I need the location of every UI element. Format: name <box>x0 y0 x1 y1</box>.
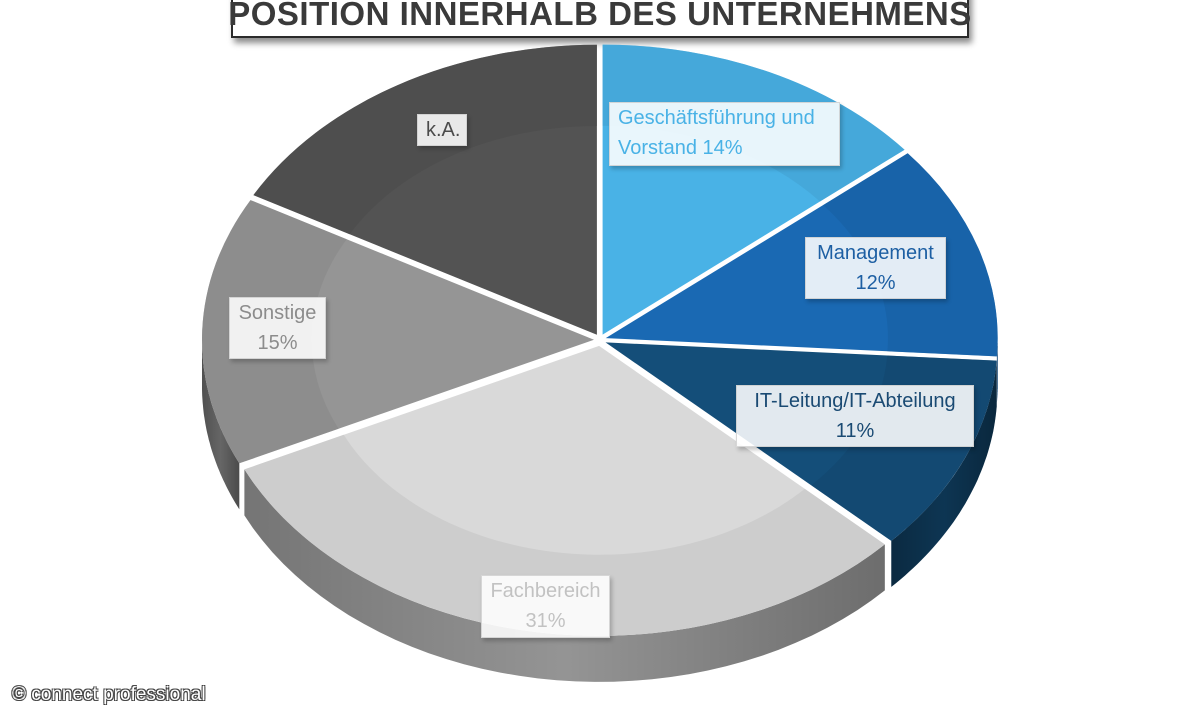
label-geschaeftsfuehrung: Geschäftsführung und Vorstand 14% <box>609 102 840 166</box>
pie-slice-bevel-3 <box>244 434 885 636</box>
pie-side-shade-1 <box>996 338 998 403</box>
pie-side-shade-3 <box>244 469 885 682</box>
copyright-watermark: © connect professional <box>12 684 206 705</box>
label-it-leitung-value: 11% <box>835 420 875 442</box>
label-sonstige-value: 15% <box>257 332 298 354</box>
label-fachbereich-name: Fachbereich <box>490 580 601 602</box>
label-sonstige-name: Sonstige <box>238 302 317 324</box>
label-management-name: Management <box>817 242 934 264</box>
label-ka-name: k.A. <box>426 119 461 141</box>
label-it-leitung: IT-Leitung/IT-Abteilung 11% <box>736 385 974 447</box>
label-ka: k.A. <box>417 114 467 146</box>
label-sonstige: Sonstige 15% <box>229 297 326 359</box>
label-it-leitung-name: IT-Leitung/IT-Abteilung <box>754 390 956 412</box>
label-management-value: 12% <box>855 272 896 294</box>
label-geschaeftsfuehrung-line1: Geschäftsführung und <box>618 107 815 129</box>
chart-title: POSITION INNERHALB DES UNTERNEHMENS <box>228 0 972 32</box>
label-geschaeftsfuehrung-line2: Vorstand 14% <box>618 137 743 159</box>
pie-side-shade-2 <box>891 360 997 587</box>
label-fachbereich-value: 31% <box>525 610 566 632</box>
pie-side-walls <box>202 338 998 682</box>
pie-side-shade-4 <box>202 339 240 510</box>
label-management: Management 12% <box>805 237 946 299</box>
label-fachbereich: Fachbereich 31% <box>481 575 610 638</box>
chart-title-box: POSITION INNERHALB DES UNTERNEHMENS <box>228 0 972 38</box>
